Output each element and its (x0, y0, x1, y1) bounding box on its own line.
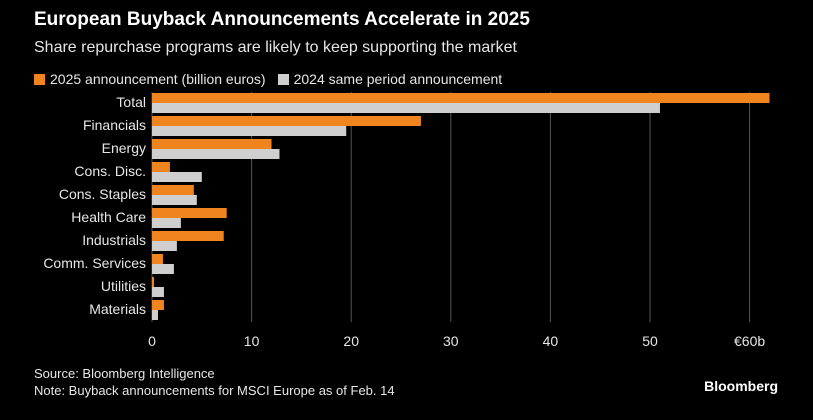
x-tick-label: 0 (148, 333, 156, 349)
category-label: Utilities (101, 278, 146, 294)
bar-2025-utilities (152, 277, 154, 287)
category-label: Total (116, 94, 146, 110)
chart-title: European Buyback Announcements Accelerat… (34, 9, 530, 30)
legend-label-2024: 2024 same period announcement (293, 71, 503, 87)
bar-2025-health-care (152, 208, 227, 218)
bars (152, 93, 770, 320)
x-tick-label: 50 (642, 333, 658, 349)
chart-subtitle: Share repurchase programs are likely to … (34, 39, 517, 56)
category-label: Comm. Services (43, 255, 146, 271)
bar-2024-total (152, 103, 660, 113)
bar-2025-comm-services (152, 254, 163, 264)
bar-2024-health-care (152, 218, 181, 228)
bar-2025-financials (152, 116, 421, 126)
category-label: Cons. Disc. (74, 163, 146, 179)
bar-2025-energy (152, 139, 272, 149)
bar-2024-energy (152, 149, 280, 159)
bar-2025-total (152, 93, 770, 103)
bar-2024-financials (152, 126, 347, 136)
bar-2024-cons-disc- (152, 172, 202, 182)
source-text: Source: Bloomberg Intelligence (34, 366, 215, 381)
bar-2024-utilities (152, 287, 164, 297)
bar-2025-cons-disc- (152, 162, 170, 172)
category-label: Materials (89, 301, 146, 317)
legend-swatch-2024 (277, 73, 289, 85)
legend-item-2025: 2025 announcement (billion euros) (34, 71, 266, 87)
bar-2024-industrials (152, 241, 177, 251)
bar-2024-comm-services (152, 264, 174, 274)
legend-item-2024: 2024 same period announcement (277, 71, 503, 87)
category-label: Industrials (82, 232, 146, 248)
category-label: Health Care (71, 209, 146, 225)
x-tick-labels: 0 10 20 30 40 50 €60b (148, 333, 765, 349)
note-text: Note: Buyback announcements for MSCI Eur… (34, 383, 395, 398)
bar-2025-industrials (152, 231, 224, 241)
x-tick-label: 10 (244, 333, 260, 349)
bar-2025-materials (152, 300, 164, 310)
legend: 2025 announcement (billion euros) 2024 s… (34, 71, 514, 87)
bar-2024-cons-staples (152, 195, 197, 205)
category-label: Energy (102, 140, 146, 156)
legend-swatch-2025 (34, 73, 45, 85)
footnotes: Source: Bloomberg Intelligence Note: Buy… (34, 365, 395, 399)
x-tick-label: 20 (343, 333, 359, 349)
legend-label-2025: 2025 announcement (billion euros) (50, 71, 266, 87)
bar-2024-materials (152, 310, 158, 320)
category-labels: Total Financials Energy Cons. Disc. Cons. St… (43, 94, 146, 317)
category-label: Cons. Staples (59, 186, 146, 202)
x-tick-label: 30 (443, 333, 459, 349)
category-label: Financials (83, 117, 146, 133)
x-tick-label: 40 (543, 333, 559, 349)
bar-2025-cons-staples (152, 185, 194, 195)
x-tick-label: €60b (734, 333, 765, 349)
bloomberg-logo: Bloomberg (704, 378, 778, 394)
